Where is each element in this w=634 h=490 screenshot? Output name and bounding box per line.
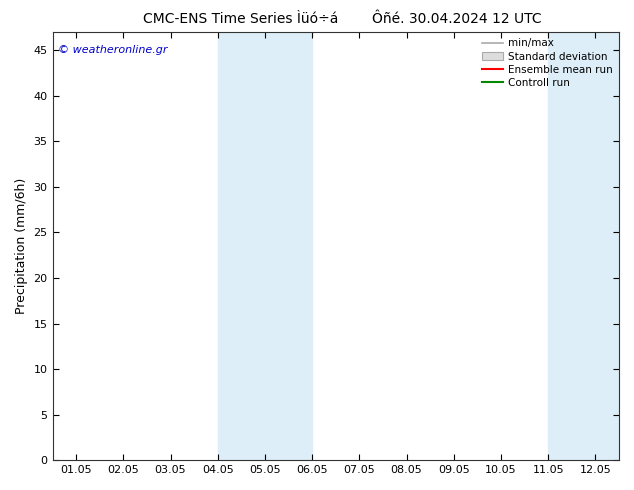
Y-axis label: Precipitation (mm/6h): Precipitation (mm/6h) (15, 178, 28, 314)
Bar (217, 32, 312, 460)
Bar (548, 32, 634, 460)
Text: CMC-ENS Time Series Ìüó÷á: CMC-ENS Time Series Ìüó÷á (143, 12, 339, 26)
Legend: min/max, Standard deviation, Ensemble mean run, Controll run: min/max, Standard deviation, Ensemble me… (478, 34, 617, 92)
Text: Ôñé. 30.04.2024 12 UTC: Ôñé. 30.04.2024 12 UTC (372, 12, 541, 26)
Text: © weatheronline.gr: © weatheronline.gr (58, 45, 168, 55)
